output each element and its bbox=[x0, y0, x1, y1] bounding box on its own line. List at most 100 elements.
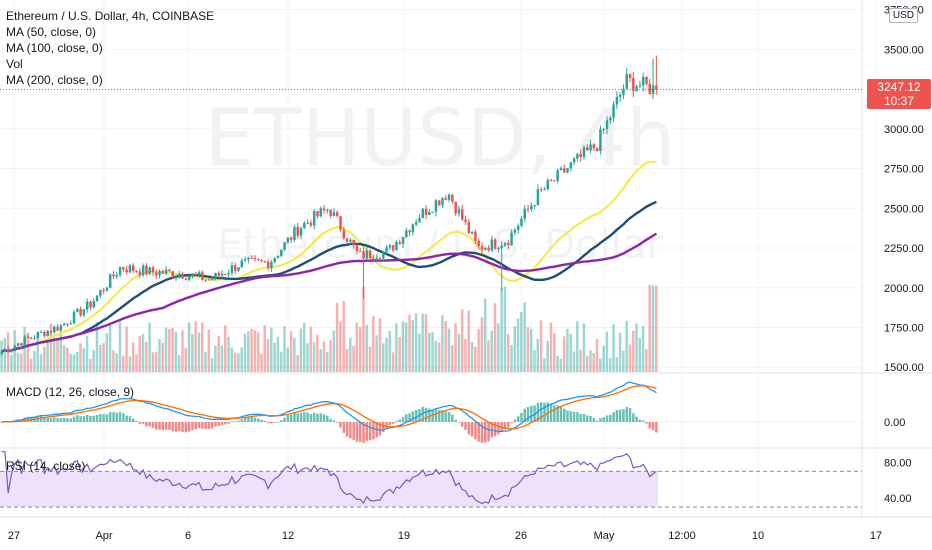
macd-histogram-bar bbox=[66, 418, 69, 422]
candle-body bbox=[421, 208, 425, 219]
macd-histogram-bar bbox=[612, 412, 615, 422]
candle-body bbox=[428, 212, 431, 216]
candle-body bbox=[263, 261, 267, 263]
volume-bar bbox=[62, 345, 66, 372]
volume-bar bbox=[20, 353, 23, 372]
currency-label[interactable]: USD bbox=[888, 8, 918, 23]
candle-body bbox=[326, 209, 329, 211]
candle-body bbox=[605, 120, 609, 130]
ma50-label[interactable]: MA (50, close, 0) bbox=[6, 25, 97, 39]
volume-bar bbox=[128, 356, 132, 372]
volume-bar bbox=[483, 298, 487, 372]
ma100-label[interactable]: MA (100, close, 0) bbox=[6, 41, 103, 55]
macd-label[interactable]: MACD (12, 26, close, 9) bbox=[6, 385, 135, 399]
macd-histogram-bar bbox=[329, 418, 332, 422]
macd-histogram-bar bbox=[628, 408, 632, 422]
ma200-label[interactable]: MA (200, close, 0) bbox=[6, 73, 103, 87]
volume-bar bbox=[648, 285, 651, 372]
macd-histogram-bar bbox=[562, 408, 566, 422]
candle-body bbox=[615, 96, 619, 105]
candle-body bbox=[145, 265, 148, 275]
candle-body bbox=[151, 267, 155, 273]
macd-histogram-bar bbox=[359, 422, 362, 442]
volume-bar bbox=[365, 324, 368, 372]
volume-bar bbox=[437, 342, 441, 372]
candle-body bbox=[309, 222, 313, 226]
macd-histogram-bar bbox=[141, 422, 145, 424]
candle-body bbox=[201, 272, 204, 281]
candle-body bbox=[345, 238, 349, 242]
symbol-title[interactable]: Ethereum / U.S. Dollar, 4h, COINBASE bbox=[6, 9, 215, 23]
macd-histogram-bar bbox=[135, 420, 138, 422]
candle-body bbox=[405, 230, 408, 238]
macd-histogram-bar bbox=[579, 413, 582, 422]
rsi-tick-label: 80.00 bbox=[884, 457, 912, 469]
volume-bar bbox=[23, 326, 26, 372]
rsi-label[interactable]: RSI (14, close) bbox=[6, 459, 86, 473]
macd-histogram-bar bbox=[530, 405, 533, 422]
macd-histogram-bar bbox=[444, 411, 448, 422]
macd-histogram-bar bbox=[457, 422, 461, 423]
macd-histogram-bar bbox=[326, 415, 329, 422]
macd-histogram-bar bbox=[536, 402, 540, 422]
macd-histogram-bar bbox=[69, 418, 72, 422]
macd-histogram-bar bbox=[461, 422, 464, 427]
candle-body bbox=[36, 331, 40, 338]
candle-body bbox=[378, 258, 382, 260]
candle-body bbox=[562, 168, 566, 173]
candle-body bbox=[434, 200, 438, 212]
volume-bar bbox=[628, 344, 632, 372]
candle-body bbox=[316, 211, 319, 217]
macd-histogram-bar bbox=[355, 422, 359, 442]
candle-body bbox=[46, 330, 49, 337]
macd-histogram-bar bbox=[89, 415, 92, 422]
vol-label[interactable]: Vol bbox=[6, 57, 23, 71]
volume-bar bbox=[358, 326, 362, 372]
candle-body bbox=[503, 243, 507, 246]
candle-body bbox=[69, 323, 72, 325]
macd-legend: MACD (12, 26, close, 9) bbox=[6, 384, 134, 400]
volume-bar bbox=[59, 329, 63, 372]
macd-histogram-bar bbox=[59, 418, 63, 422]
candle-body bbox=[266, 261, 270, 269]
candle-body bbox=[197, 272, 201, 276]
volume-bar bbox=[339, 321, 342, 372]
macd-histogram-bar bbox=[214, 422, 217, 427]
candle-body bbox=[391, 245, 395, 251]
candle-body bbox=[480, 246, 484, 250]
volume-bar bbox=[602, 345, 605, 372]
volume-bar bbox=[36, 334, 39, 372]
volume-bar bbox=[559, 358, 563, 372]
volume-bar bbox=[115, 353, 118, 372]
macd-histogram-bar bbox=[250, 417, 253, 422]
macd-histogram-bar bbox=[187, 422, 191, 432]
volume-bar bbox=[250, 328, 253, 372]
candle-body bbox=[362, 251, 365, 259]
candle-body bbox=[602, 129, 605, 131]
candle-body bbox=[168, 269, 171, 272]
volume-bar bbox=[243, 333, 247, 372]
volume-bar bbox=[592, 352, 595, 372]
volume-bar bbox=[10, 355, 13, 372]
macd-histogram-bar bbox=[237, 420, 240, 422]
macd-histogram-bar bbox=[112, 412, 115, 422]
volume-bar bbox=[181, 330, 184, 372]
macd-histogram-bar bbox=[569, 411, 573, 422]
volume-bar bbox=[585, 356, 589, 372]
macd-histogram-bar bbox=[43, 417, 46, 422]
volume-bar bbox=[424, 313, 428, 372]
candle-body bbox=[484, 247, 487, 250]
candle-body bbox=[474, 231, 477, 241]
candle-body bbox=[270, 262, 273, 269]
macd-histogram-bar bbox=[191, 422, 194, 431]
candle-body bbox=[207, 279, 211, 281]
candle-body bbox=[184, 278, 188, 280]
candle-body bbox=[230, 265, 234, 273]
candle-body bbox=[461, 209, 464, 220]
volume-bar bbox=[79, 343, 82, 372]
volume-bar bbox=[645, 349, 648, 372]
macd-histogram-bar bbox=[513, 419, 517, 422]
volume-bar bbox=[108, 324, 112, 372]
volume-bar bbox=[605, 331, 609, 372]
